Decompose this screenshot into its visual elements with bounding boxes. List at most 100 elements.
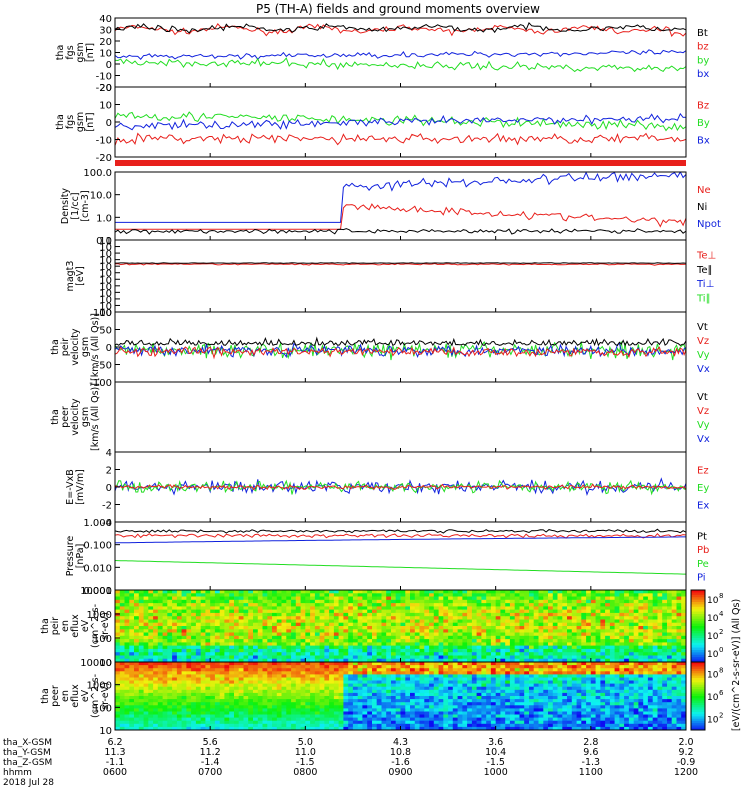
spectrogram-cell xyxy=(414,677,421,682)
spectrogram-cell xyxy=(205,699,211,703)
spectrogram-cell xyxy=(238,696,244,700)
spectrogram-cell xyxy=(481,635,487,640)
spectrogram-cell xyxy=(457,639,463,643)
spectrogram-cell xyxy=(595,629,601,634)
spectrogram-cell xyxy=(333,626,340,630)
spectrogram-cell xyxy=(191,612,197,617)
spectrogram-cell xyxy=(405,593,411,598)
spectrogram-cell xyxy=(571,639,578,643)
spectrogram-cell xyxy=(272,658,278,663)
spectrogram-cell xyxy=(167,619,173,624)
spectrogram-cell xyxy=(448,609,454,614)
spectrogram-cell xyxy=(667,606,673,611)
spectrogram-cell xyxy=(176,632,183,637)
spectrogram-cell xyxy=(495,596,501,601)
spectrogram-cell xyxy=(429,680,435,685)
spectrogram-cell xyxy=(276,680,283,685)
spectrogram-cell xyxy=(305,717,311,722)
spectrogram-cell xyxy=(395,622,401,627)
spectrogram-cell xyxy=(291,616,297,620)
spectrogram-cell xyxy=(253,699,259,703)
spectrogram-cell xyxy=(262,680,268,685)
spectrogram-cell xyxy=(505,626,511,630)
spectrogram-cell xyxy=(314,723,321,728)
spectrogram-cell xyxy=(529,723,535,728)
spectrogram-cell xyxy=(333,622,340,627)
spectrogram-cell xyxy=(229,609,235,614)
spectrogram-cell xyxy=(395,648,401,653)
spectrogram-cell xyxy=(205,717,211,722)
spectrogram-cell xyxy=(195,596,202,601)
spectrogram-cell xyxy=(410,655,416,660)
spectrogram-cell xyxy=(162,680,168,685)
y-tick-label: 10 xyxy=(99,308,112,319)
spectrogram-cell xyxy=(509,708,516,712)
spectrogram-cell xyxy=(652,639,658,643)
spectrogram-cell xyxy=(681,612,687,617)
spectrogram-cell xyxy=(372,642,378,647)
spectrogram-cell xyxy=(238,599,244,604)
spectrogram-cell xyxy=(567,609,573,614)
spectrogram-cell xyxy=(424,699,430,703)
spectrogram-cell xyxy=(129,593,135,598)
spectrogram-cell xyxy=(395,696,401,700)
spectrogram-cell xyxy=(633,642,639,647)
spectrogram-cell xyxy=(191,717,197,722)
spectrogram-cell xyxy=(367,612,373,617)
panel-frame xyxy=(114,521,687,591)
spectrogram-cell xyxy=(552,689,559,694)
spectrogram-cell xyxy=(253,658,259,663)
spectrogram-cell xyxy=(543,652,549,656)
spectrogram-cell xyxy=(514,648,520,653)
spectrogram-cell xyxy=(376,668,382,672)
spectrogram-cell xyxy=(452,629,459,634)
spectrogram-cell xyxy=(486,599,492,604)
spectrogram-cell xyxy=(362,723,368,728)
spectrogram-cell xyxy=(505,648,511,653)
spectrogram-cell xyxy=(276,708,283,712)
spectrogram-cell xyxy=(505,702,511,706)
spectrogram-cell xyxy=(214,702,221,706)
spectrogram-cell xyxy=(219,686,225,691)
spectrogram-cell xyxy=(352,696,359,700)
spectrogram-cell xyxy=(172,680,178,685)
spectrogram-cell xyxy=(138,726,145,731)
spectrogram-cell xyxy=(219,590,225,594)
spectrogram-cell xyxy=(395,616,401,620)
spectrogram-cell xyxy=(619,590,625,594)
spectrogram-cell xyxy=(214,652,221,656)
y-axis-label-line: eflux xyxy=(70,614,81,638)
spectrogram-cell xyxy=(643,603,649,607)
spectrogram-cell xyxy=(457,642,463,647)
spectrogram-cell xyxy=(562,593,568,598)
spectrogram-cell xyxy=(243,635,249,640)
spectrogram-cell xyxy=(167,720,173,725)
spectrogram-cell xyxy=(562,619,568,624)
spectrogram-cell xyxy=(362,683,368,688)
spectrogram-cell xyxy=(262,622,268,627)
spectrogram-cell xyxy=(557,612,563,617)
series-Ez xyxy=(115,483,686,491)
spectrogram-cell xyxy=(143,632,149,637)
spectrogram-cell xyxy=(628,616,635,620)
spectrogram-cell xyxy=(667,609,673,614)
spectrogram-cell xyxy=(681,590,687,594)
spectrogram-cell xyxy=(519,714,525,719)
spectrogram-cell xyxy=(671,635,677,640)
spectrogram-cell xyxy=(405,705,411,709)
spectrogram-cell xyxy=(548,603,554,607)
spectrogram-cell xyxy=(391,593,397,598)
spectrogram-cell xyxy=(267,686,273,691)
spectrogram-cell xyxy=(514,699,520,703)
spectrogram-cell xyxy=(300,692,306,697)
spectrogram-cell xyxy=(200,590,206,594)
spectrogram-cell xyxy=(538,692,544,697)
spectrogram-cell xyxy=(224,655,230,660)
spectrogram-cell xyxy=(581,629,587,634)
spectrogram-cell xyxy=(134,635,140,640)
spectrogram-cell xyxy=(167,662,173,666)
spectrogram-cell xyxy=(229,720,235,725)
spectrogram-cell xyxy=(424,629,430,634)
spectrogram-cell xyxy=(357,702,363,706)
spectrogram-cell xyxy=(357,648,363,653)
